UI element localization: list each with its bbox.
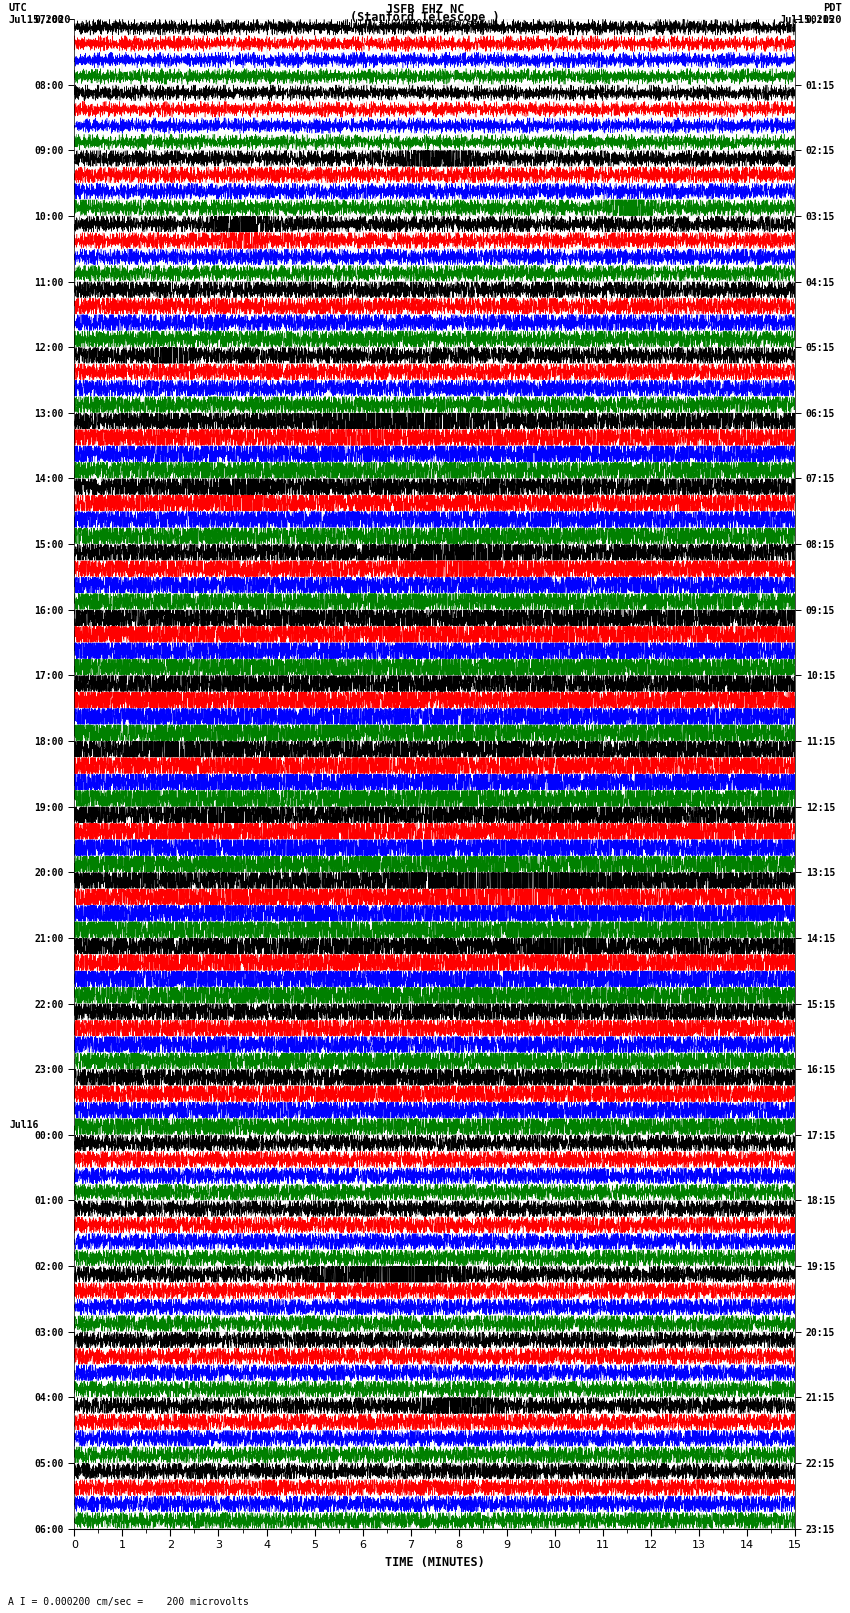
Text: I = 0.000200 cm/sec: I = 0.000200 cm/sec <box>366 19 484 29</box>
Text: JSFB EHZ NC: JSFB EHZ NC <box>386 3 464 16</box>
Text: UTC
Jul15,2020: UTC Jul15,2020 <box>8 3 71 24</box>
Text: PDT
Jul15,2020: PDT Jul15,2020 <box>779 3 842 24</box>
X-axis label: TIME (MINUTES): TIME (MINUTES) <box>385 1557 484 1569</box>
Text: A I = 0.000200 cm/sec =    200 microvolts: A I = 0.000200 cm/sec = 200 microvolts <box>8 1597 249 1607</box>
Text: (Stanford Telescope ): (Stanford Telescope ) <box>350 11 500 24</box>
Text: Jul16: Jul16 <box>9 1119 39 1131</box>
